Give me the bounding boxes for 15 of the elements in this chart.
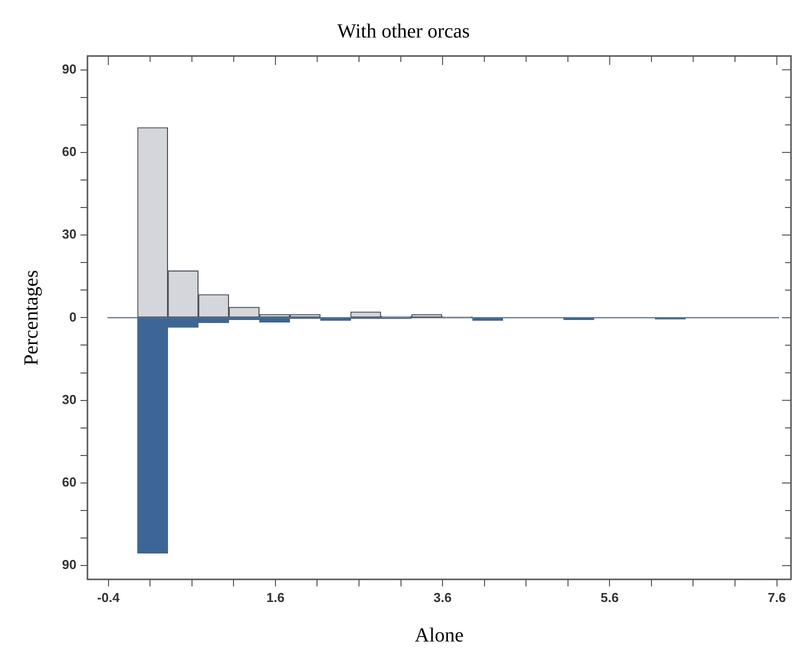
y-tick-label: 30 (62, 392, 76, 407)
x-tick-label: 1.6 (266, 590, 284, 605)
y-tick-label: 60 (62, 144, 76, 159)
y-tick-label: 60 (62, 474, 76, 490)
y-tick-label: 90 (62, 557, 76, 572)
x-tick-label: 5.6 (600, 590, 619, 605)
x-tick-label: 3.6 (434, 590, 452, 605)
y-tick-label: 30 (62, 226, 76, 242)
y-tick-label: 0 (69, 309, 76, 324)
x-axis-title: Alone (414, 624, 464, 646)
chart-title: With other orcas (337, 20, 470, 42)
x-tick-label: 7.6 (768, 590, 786, 605)
x-tick-label: -0.4 (97, 590, 120, 605)
y-tick-label: 90 (62, 61, 76, 76)
y-axis-title: Percentages (20, 270, 42, 366)
